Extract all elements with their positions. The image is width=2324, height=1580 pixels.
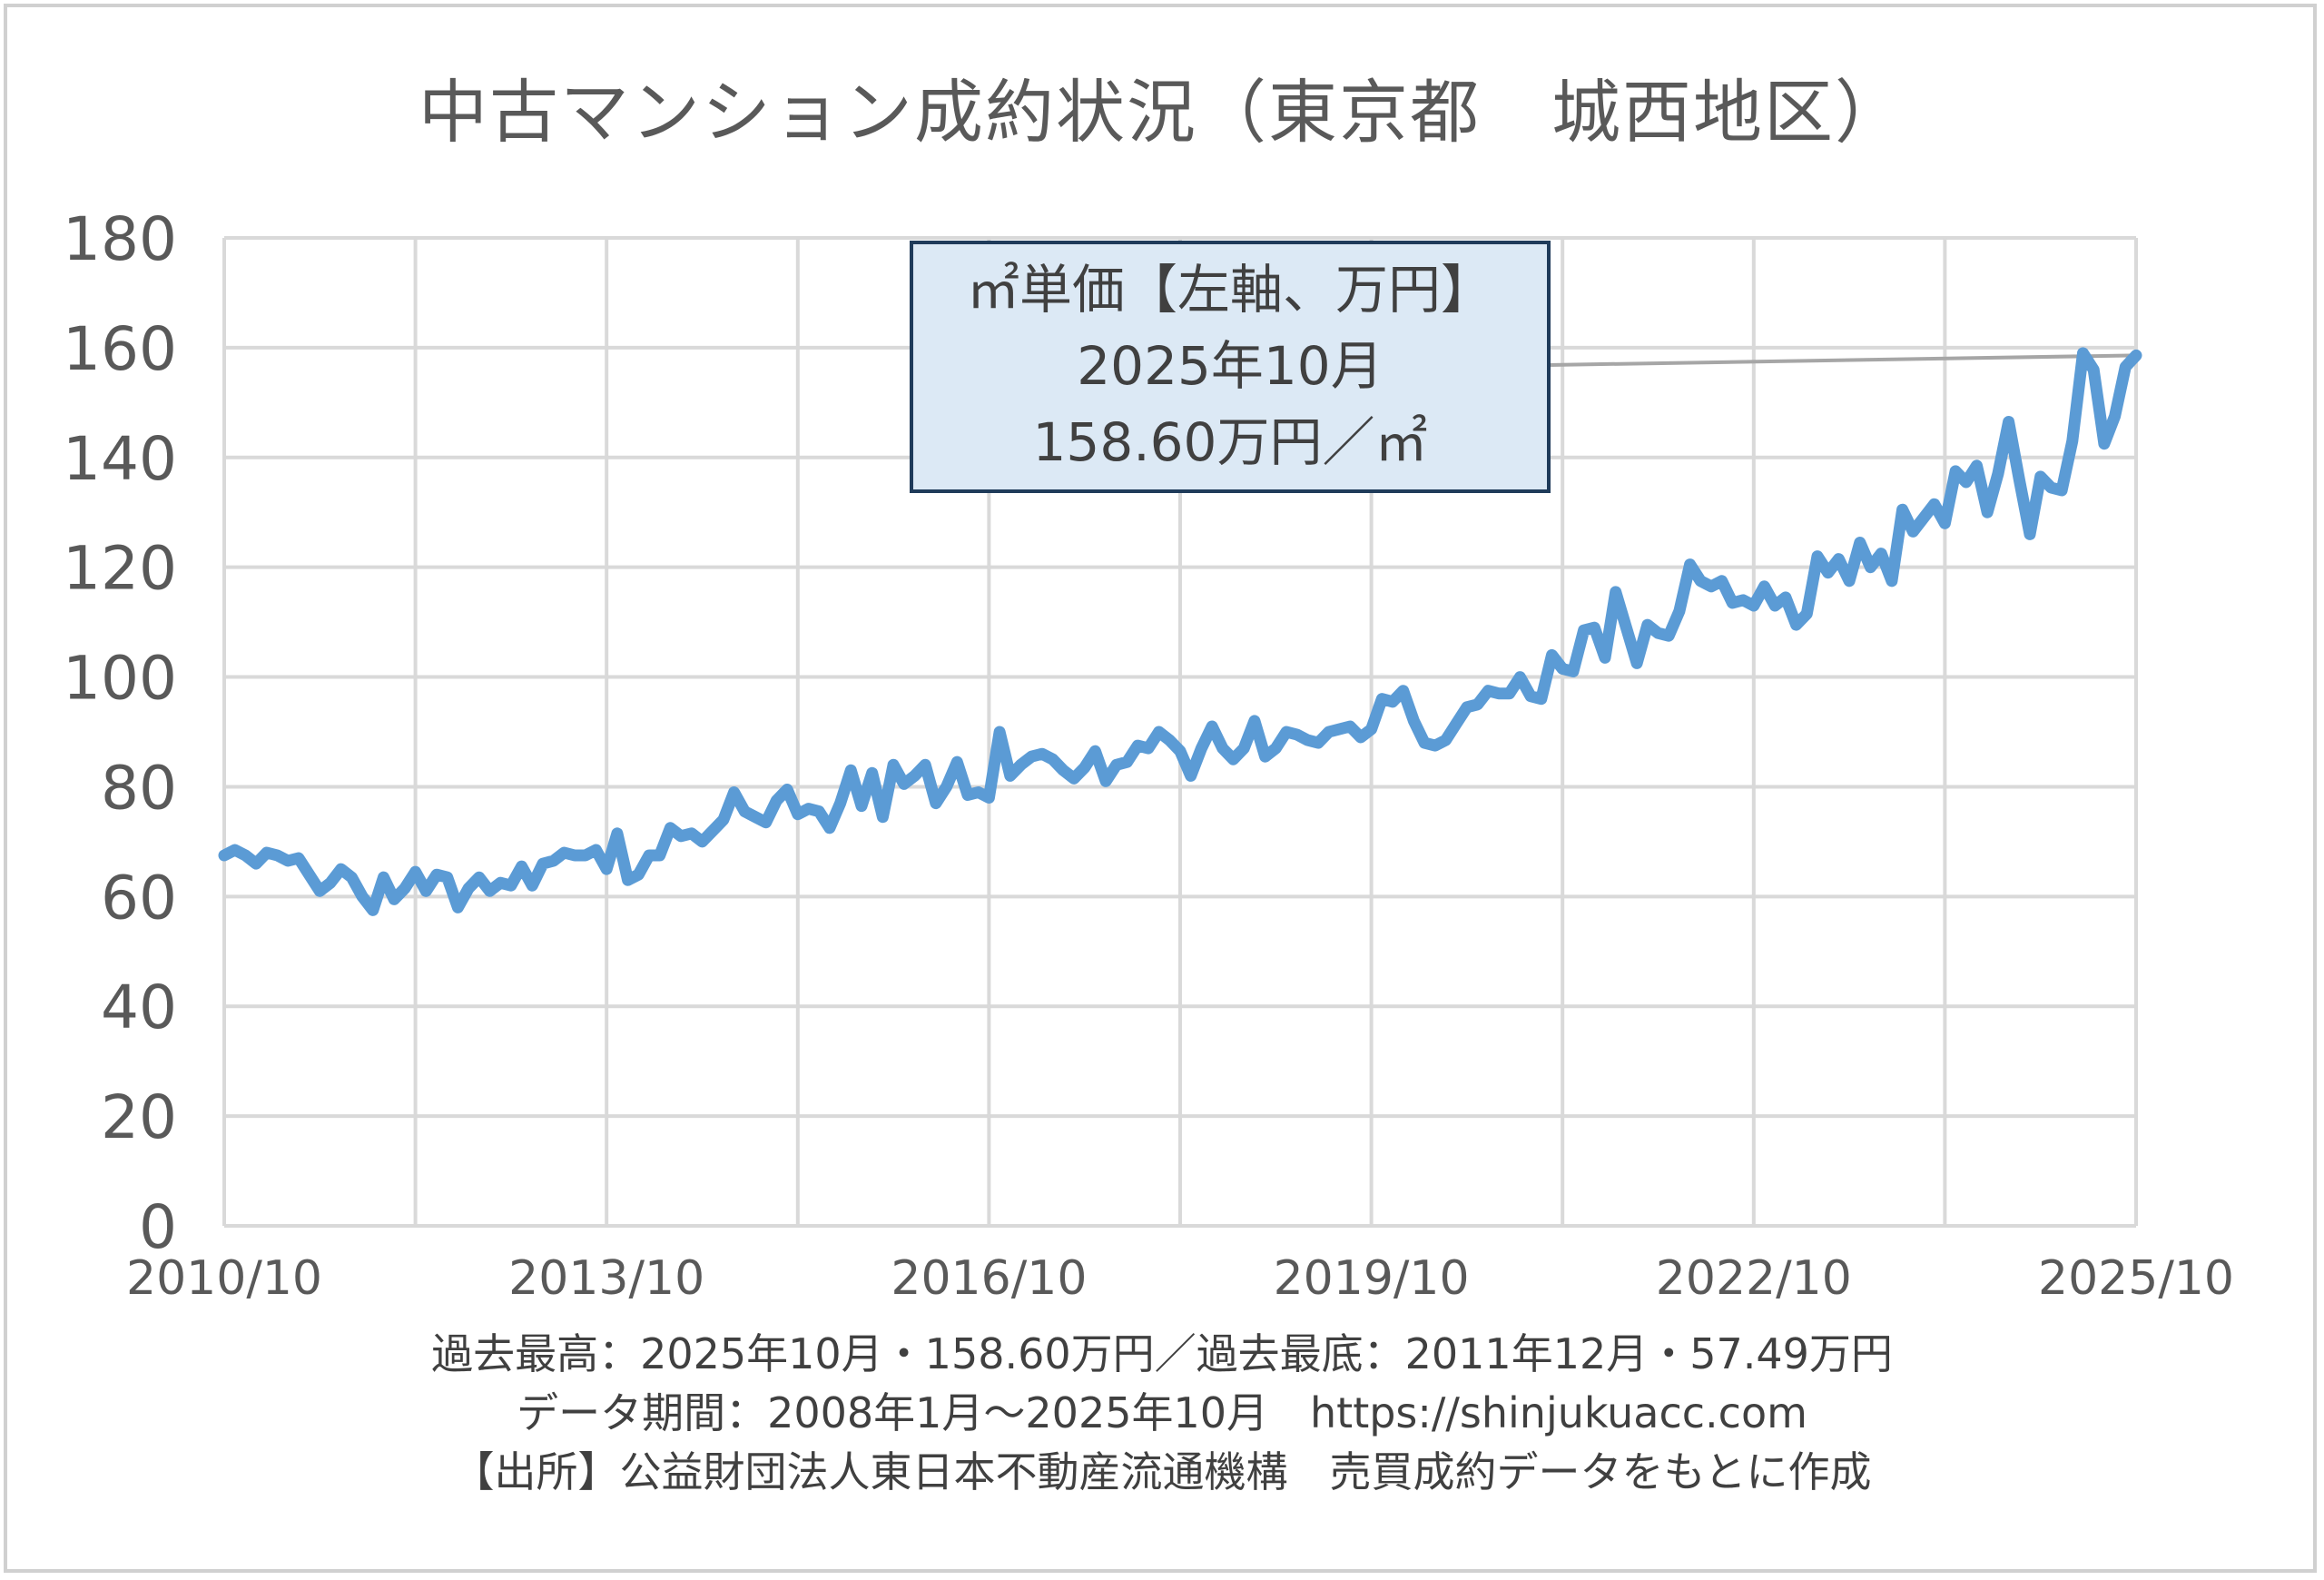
callout-line-2: 2025年10月	[1077, 335, 1384, 397]
y-tick-label: 80	[101, 753, 177, 823]
callout-box: ㎡単価【左軸、万円】 2025年10月 158.60万円／㎡	[910, 241, 1551, 493]
footer-source-line: 【出所】公益財団法人東日本不動産流通機構 売買成約データをもとに作成	[452, 1447, 1872, 1496]
y-tick-label: 60	[101, 863, 177, 933]
series-layer	[218, 347, 2142, 916]
x-tick-label: 2019/10	[1274, 1251, 1470, 1306]
y-axis-ticks: 0 20 40 60 80 100 120 140 160 180	[63, 204, 177, 1262]
x-tick-label: 2025/10	[2038, 1251, 2234, 1306]
callout-line-3: 158.60万円／㎡	[1032, 411, 1428, 473]
series-line	[218, 347, 2142, 916]
y-tick-label: 40	[101, 973, 177, 1042]
x-tick-label: 2010/10	[126, 1251, 322, 1306]
y-tick-label: 20	[101, 1082, 177, 1152]
y-tick-label: 180	[63, 204, 177, 274]
y-tick-label: 140	[63, 424, 177, 494]
x-tick-label: 2016/10	[891, 1251, 1087, 1306]
footer-period-line: データ期間：2008年1月～2025年10月 https://shinjukua…	[517, 1388, 1807, 1437]
x-tick-label: 2022/10	[1656, 1251, 1852, 1306]
chart-frame	[4, 4, 2317, 1573]
callout-leader-line	[1548, 353, 2137, 367]
x-tick-label: 2013/10	[508, 1251, 704, 1306]
footer-record-line: 過去最高：2025年10月・158.60万円／過去最底：2011年12月・57.…	[431, 1329, 1893, 1378]
y-tick-label: 100	[63, 644, 177, 714]
chart-title: 中古マンション成約状況（東京都 城西地区）	[419, 72, 1905, 153]
callout-line-1: ㎡単価【左軸、万円】	[966, 259, 1493, 321]
y-tick-label: 160	[63, 314, 177, 384]
y-tick-label: 0	[139, 1192, 177, 1262]
x-axis-ticks: 2010/10 2013/10 2016/10 2019/10 2022/10 2025/…	[126, 1251, 2234, 1306]
y-tick-label: 120	[63, 534, 177, 604]
callout-leader	[1548, 353, 2137, 367]
